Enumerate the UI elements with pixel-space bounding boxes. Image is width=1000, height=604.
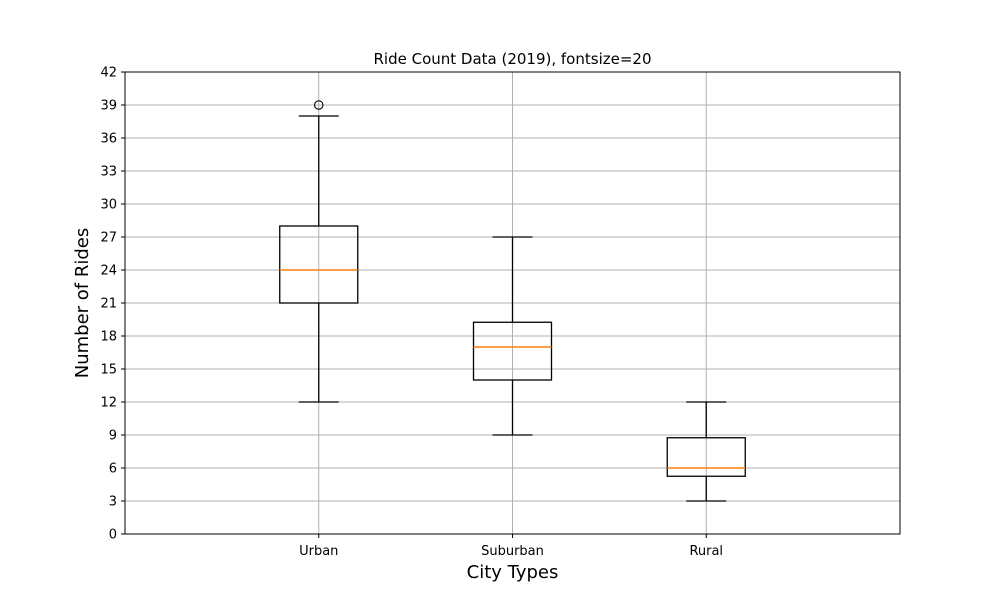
y-tick-label: 6 [109,462,117,477]
y-axis-title: Number of Rides [72,228,93,379]
iqr-box [279,225,359,304]
y-tick-label: 0 [109,528,117,543]
y-tick-label: 42 [100,66,117,81]
boxes [279,100,746,502]
y-tick-label: 33 [100,165,117,180]
iqr-box [472,321,553,381]
y-tick-label: 21 [100,297,117,312]
y-tick-label: 36 [100,132,117,147]
y-tick-label: 18 [100,330,117,345]
y-tick-label: 3 [109,495,117,510]
x-tick-label: Suburban [481,544,544,559]
y-tick-label: 24 [100,264,117,279]
y-tick-label: 9 [109,429,117,444]
box-rural [666,401,746,502]
iqr-box [666,437,746,477]
y-tick-label: 27 [100,231,117,246]
x-tick-label: Rural [689,544,723,559]
y-tick-label: 39 [100,99,117,114]
chart-title: Ride Count Data (2019), fontsize=20 [373,50,651,68]
outlier-point [313,100,324,110]
grid-lines [125,71,900,535]
y-tick-label: 15 [100,363,117,378]
x-tick-label: Urban [299,544,338,559]
y-tick-label: 30 [100,198,117,213]
x-axis-title: City Types [467,562,559,583]
box-suburban [472,236,553,436]
box-urban [279,100,359,403]
y-tick-label: 12 [100,396,117,411]
